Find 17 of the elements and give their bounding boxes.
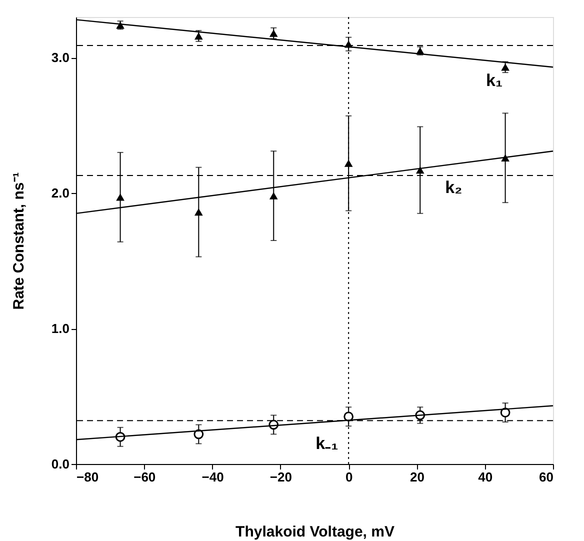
y-tick-label: 3.0: [51, 50, 70, 66]
y-tick-label: 1.0: [51, 321, 70, 336]
x-axis-title: Thylakoid Voltage, mV: [236, 524, 394, 540]
annotation: k₁: [486, 70, 503, 90]
annotation: k₂: [445, 178, 462, 197]
y-axis-title: Rate Constant, ns⁻¹: [10, 172, 28, 310]
x-tick-label: 0: [345, 470, 353, 484]
x-tick-label: −20: [270, 470, 292, 484]
x-tick-label: −60: [134, 470, 156, 484]
x-tick-label: −40: [202, 470, 224, 484]
x-tick-label: 40: [478, 470, 493, 484]
y-tick-label: 2.0: [51, 186, 70, 201]
annotation: k₋₁: [316, 434, 338, 454]
x-tick-label: 60: [539, 470, 554, 484]
x-tick-label: −80: [76, 470, 99, 484]
x-tick-label: 20: [410, 470, 424, 484]
y-tick-label: 0.0: [51, 456, 70, 472]
